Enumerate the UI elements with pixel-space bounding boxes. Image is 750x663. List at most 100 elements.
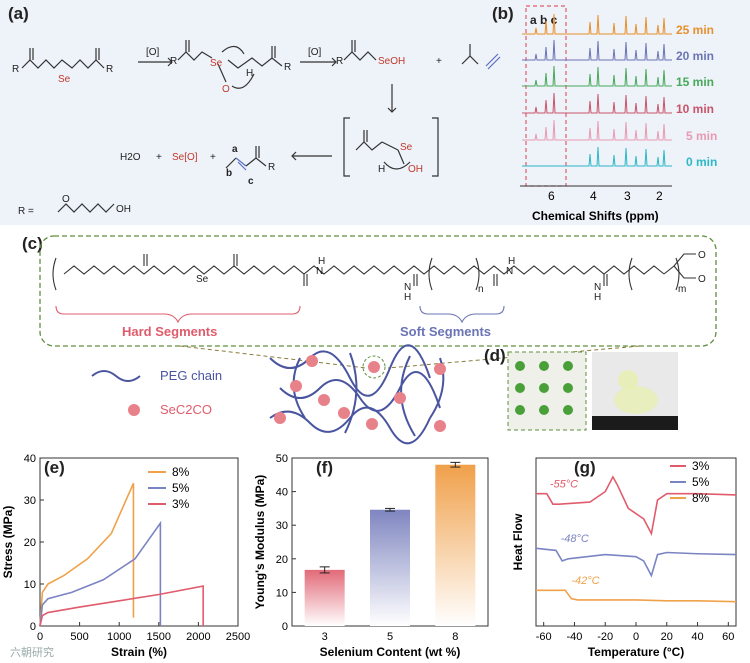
y-axis-label: Young's Modulus (MPa) xyxy=(253,475,267,610)
x-tick-label: 0 xyxy=(633,631,639,643)
tg-annotation: -55°C xyxy=(550,479,578,491)
chain-n-label: n xyxy=(478,284,484,295)
x-tick-label: 500 xyxy=(70,631,88,643)
x-axis-label: Selenium Content (wt %) xyxy=(320,645,461,659)
time-0: 0 min xyxy=(686,155,717,169)
nmr-tick-6: 6 xyxy=(548,189,555,203)
legend-label: 3% xyxy=(172,497,190,511)
r-right-2: R xyxy=(284,62,291,73)
x-tick-label: 0 xyxy=(37,631,43,643)
y-tick-label: 30 xyxy=(276,520,288,532)
hard-segments-label: Hard Segments xyxy=(122,324,217,339)
r-left-3: R xyxy=(336,56,343,67)
plot-frame xyxy=(39,457,239,627)
tg-annotation: -48°C xyxy=(561,533,589,545)
nmr-tick-3: 3 xyxy=(624,189,631,203)
x-tick-label: 60 xyxy=(722,631,734,643)
soft-segments-label: Soft Segments xyxy=(400,324,491,339)
bar-3 xyxy=(304,569,345,626)
y-axis-label: Heat Flow xyxy=(511,513,525,570)
nmr-trace xyxy=(522,92,672,114)
se-atom-2: Se xyxy=(210,58,223,69)
y-tick-label: 20 xyxy=(276,554,288,566)
panel-g-label: (g) xyxy=(574,458,596,477)
legend-label: 8% xyxy=(692,491,710,505)
time-25: 25 min xyxy=(676,23,714,37)
y-tick-label: 0 xyxy=(30,621,36,633)
panel-b-label: (b) xyxy=(492,4,514,23)
reagent-2: [O] xyxy=(308,47,322,58)
chain-se: Se xyxy=(196,274,209,285)
site-c: c xyxy=(248,176,254,187)
chain-h-3: H xyxy=(508,256,515,267)
x-tick-label: 20 xyxy=(661,631,673,643)
legend-label: 8% xyxy=(172,465,190,479)
chain-n-3: N xyxy=(506,266,513,277)
series-line-5% xyxy=(39,520,162,627)
r-right-1: R xyxy=(106,64,113,75)
plus-1: + xyxy=(436,56,442,67)
nmr-trace xyxy=(522,146,672,167)
tg-annotation: -42°C xyxy=(571,575,599,587)
r-left: R xyxy=(12,64,19,75)
chain-h-2: H xyxy=(404,292,411,303)
legend-label: 3% xyxy=(692,459,710,473)
nmr-xlabel: Chemical Shifts (ppm) xyxy=(532,209,659,223)
sec2co-label: SeC2CO xyxy=(160,402,212,417)
chain-o-1: O xyxy=(698,250,706,261)
legend-label: 5% xyxy=(692,475,710,489)
nmr-tick-2: 2 xyxy=(656,189,663,203)
modulus-chart: 0 10 20 30 40 50 3 5 8 Selenium Content (wt %) You… xyxy=(253,453,489,659)
reaction-scheme: R R Se [O] R Se O H R [O] R SeOH + Se OH… xyxy=(12,40,501,217)
plus-2: + xyxy=(156,152,162,163)
panel-f-label: (f) xyxy=(316,458,333,477)
dsc-chart: -60 -40 -20 0 20 40 60 Temperature (°C) Heat Flo… xyxy=(511,457,737,659)
y-tick-label: 10 xyxy=(24,579,36,591)
sec2co-legend-dot xyxy=(128,404,140,416)
oh-atom-3: OH xyxy=(408,164,423,175)
o-atom-2: O xyxy=(222,84,230,95)
chain-m-label: m xyxy=(678,284,686,295)
bar-5 xyxy=(370,509,410,626)
y-tick-label: 40 xyxy=(24,453,36,465)
panel-a-label: (a) xyxy=(8,4,29,23)
r-def-oh: OH xyxy=(116,204,131,215)
time-20: 20 min xyxy=(676,49,714,63)
y-tick-label: 20 xyxy=(24,537,36,549)
x-axis-label: Strain (%) xyxy=(111,645,167,659)
reagent-1: [O] xyxy=(146,47,160,58)
y-tick-label: 50 xyxy=(276,453,288,465)
plus-3: + xyxy=(210,152,216,163)
r-left-2: R xyxy=(170,56,177,67)
x-tick-label: 40 xyxy=(691,631,703,643)
series-line-3% xyxy=(39,585,204,627)
r-def-o: O xyxy=(62,194,70,205)
nmr-trace xyxy=(522,119,672,141)
x-axis-label: Temperature (°C) xyxy=(588,645,685,659)
peg-chain-label: PEG chain xyxy=(160,368,222,383)
chain-n-2: N xyxy=(404,282,411,293)
nmr-spectra: a b c 6 4 3 2 Chemical Shifts (ppm) 25 m… xyxy=(520,5,717,223)
se-atom-1: Se xyxy=(58,74,71,85)
chain-nh-1: H xyxy=(318,256,325,267)
y-tick-label: 0 xyxy=(282,621,288,633)
watermark: 六朝研究 xyxy=(10,647,54,659)
bar-8 xyxy=(435,464,476,626)
h-atom-3: H xyxy=(378,164,385,175)
x-tick-label: 5 xyxy=(387,631,393,643)
y-tick-label: 40 xyxy=(276,487,288,499)
x-tick-label: -60 xyxy=(536,631,552,643)
r-definition: R = xyxy=(18,206,34,217)
y-tick-label: 30 xyxy=(24,495,36,507)
series-line-3% xyxy=(536,475,737,537)
y-tick-label: 10 xyxy=(276,587,288,599)
site-b: b xyxy=(226,168,232,179)
nmr-trace xyxy=(522,13,672,35)
se-oxide-label: Se[O] xyxy=(172,152,198,163)
stress-strain-chart: 0 500 1000 1500 2000 2500 0 10 20 30 40 Strain (%) S… xyxy=(1,453,250,659)
x-tick-label: -40 xyxy=(567,631,583,643)
nmr-trace xyxy=(522,39,672,61)
chain-o-2: O xyxy=(698,274,706,285)
nmr-region-label: a b c xyxy=(530,13,558,27)
panel-d-label: (d) xyxy=(484,346,506,365)
